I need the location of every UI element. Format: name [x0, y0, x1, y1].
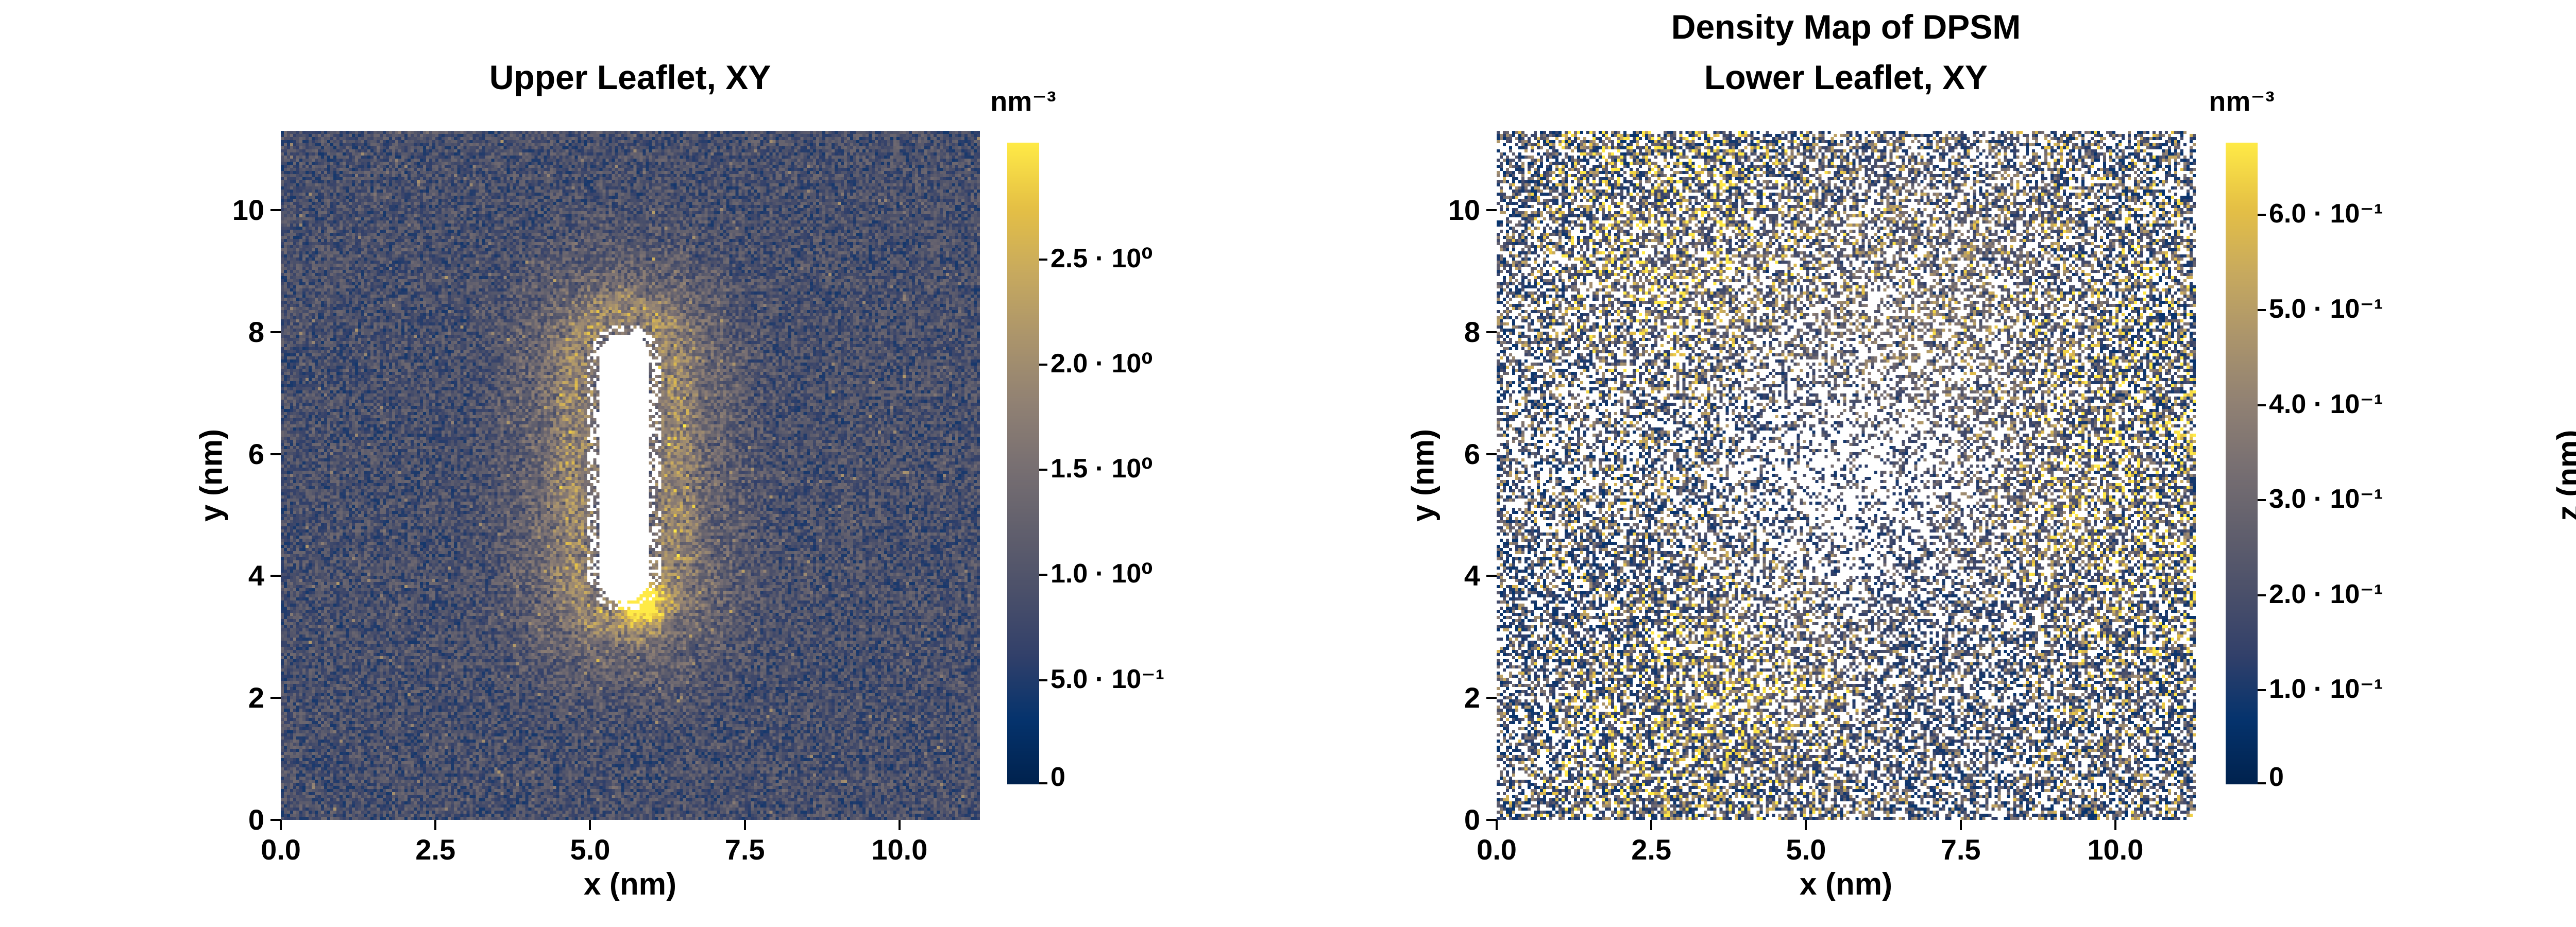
colorbar-tick-mark: [2258, 214, 2266, 216]
y-tick-label: 4: [248, 559, 264, 592]
colorbar-tick-label: 1.5 · 10⁰: [1050, 454, 1154, 484]
y-tick-mark: [270, 697, 281, 699]
heatmap-upper-leaflet: [281, 131, 980, 820]
y-tick-label: −4: [2506, 748, 2576, 777]
colorbar-tick-label: 0: [2269, 762, 2284, 792]
colorbar-tick-mark: [1039, 469, 1047, 471]
y-tick-label: 8: [1464, 315, 1480, 348]
y-tick-label: 8: [248, 315, 264, 348]
colorbar-tick-label: 6.0 · 10⁻¹: [2269, 199, 2383, 229]
y-tick-label: 2: [248, 681, 264, 714]
colorbar-tick-mark: [2258, 404, 2266, 406]
y-tick-mark: [1486, 453, 1497, 455]
colorbar-tick-mark: [2258, 594, 2266, 596]
x-tick-label: 0.0: [261, 833, 301, 866]
y-tick-mark: [1486, 331, 1497, 333]
x-tick-label: 10.0: [871, 833, 928, 866]
y-tick-label: 2: [1464, 681, 1480, 714]
x-tick-label: 5.0: [570, 833, 611, 866]
colorbar-unit-label: nm⁻³: [2209, 86, 2275, 117]
colorbar-tick-label: 2.0 · 10⁻¹: [2269, 579, 2383, 609]
y-tick-label: 10: [232, 193, 264, 226]
colorbar-tick-mark: [1039, 574, 1047, 576]
x-tick-label: 2.5: [415, 833, 456, 866]
x-tick-mark: [1496, 820, 1498, 830]
y-tick-mark: [1486, 575, 1497, 577]
x-axis-label: x (nm): [1800, 867, 1892, 901]
colorbar-tick-label: 2.0 · 10⁰: [1050, 348, 1154, 379]
x-tick-mark: [743, 820, 746, 830]
heatmap-lower-leaflet: [1497, 131, 2196, 820]
colorbar-tick-mark: [2258, 782, 2266, 784]
y-tick-label: 0: [1464, 803, 1480, 836]
colorbar-tick-label: 1.0 · 10⁻¹: [2269, 674, 2383, 705]
y-tick-mark: [270, 575, 281, 577]
x-tick-mark: [2114, 820, 2116, 830]
y-tick-mark: [270, 209, 281, 211]
y-tick-label: 6: [248, 437, 264, 470]
figure-supertitle: Density Map of DPSM: [1671, 8, 2021, 46]
x-tick-mark: [589, 820, 591, 830]
panel-title: Lower Leaflet, XY: [1704, 58, 1988, 96]
x-tick-label: 7.5: [1940, 833, 1981, 866]
y-tick-mark: [1486, 819, 1497, 821]
colorbar-tick-label: 1.0 · 10⁰: [1050, 559, 1154, 589]
y-tick-mark: [1486, 209, 1497, 211]
x-tick-label: 7.5: [724, 833, 765, 866]
colorbar-tick-mark: [1039, 679, 1047, 681]
y-tick-label: 10: [1448, 193, 1480, 226]
x-tick-mark: [434, 820, 437, 830]
x-axis-label: x (nm): [584, 867, 676, 901]
y-tick-label: 4: [1464, 559, 1480, 592]
colorbar-gradient: [2226, 143, 2258, 784]
y-tick-label: 2: [2506, 317, 2576, 346]
colorbar-unit-label: nm⁻³: [990, 86, 1056, 117]
y-tick-label: 0: [248, 803, 264, 836]
y-tick-label: 4: [2506, 174, 2576, 203]
colorbar-tick-label: 3.0 · 10⁻¹: [2269, 484, 2383, 514]
y-tick-label: 0: [2506, 461, 2576, 490]
colorbar-gradient: [1007, 143, 1039, 784]
x-tick-mark: [898, 820, 901, 830]
x-tick-mark: [1805, 820, 1807, 830]
colorbar-tick-mark: [1039, 363, 1047, 366]
colorbar-tick-label: 4.0 · 10⁻¹: [2269, 389, 2383, 419]
panel-title: Upper Leaflet, XY: [489, 58, 771, 96]
colorbar-tick-label: 2.5 · 10⁰: [1050, 243, 1154, 273]
colorbar-tick-mark: [2258, 309, 2266, 312]
y-tick-mark: [270, 453, 281, 455]
y-tick-mark: [1486, 697, 1497, 699]
colorbar-tick-mark: [1039, 258, 1047, 261]
x-tick-mark: [1650, 820, 1653, 830]
colorbar-tick-mark: [2258, 499, 2266, 502]
y-tick-mark: [270, 331, 281, 333]
x-tick-mark: [1959, 820, 1962, 830]
x-tick-label: 10.0: [2087, 833, 2144, 866]
x-tick-label: 5.0: [1786, 833, 1826, 866]
colorbar-tick-label: 5.0 · 10⁻¹: [1050, 664, 1165, 694]
x-tick-label: 0.0: [1477, 833, 1517, 866]
colorbar-tick-label: 5.0 · 10⁻¹: [2269, 294, 2383, 324]
colorbar-tick-mark: [2258, 689, 2266, 692]
y-tick-label: 6: [1464, 437, 1480, 470]
y-tick-label: −2: [2506, 605, 2576, 633]
colorbar-tick-label: 0: [1050, 762, 1065, 792]
x-tick-mark: [280, 820, 282, 830]
x-tick-label: 2.5: [1631, 833, 1672, 866]
y-tick-mark: [270, 819, 281, 821]
colorbar-tick-mark: [1039, 782, 1047, 784]
